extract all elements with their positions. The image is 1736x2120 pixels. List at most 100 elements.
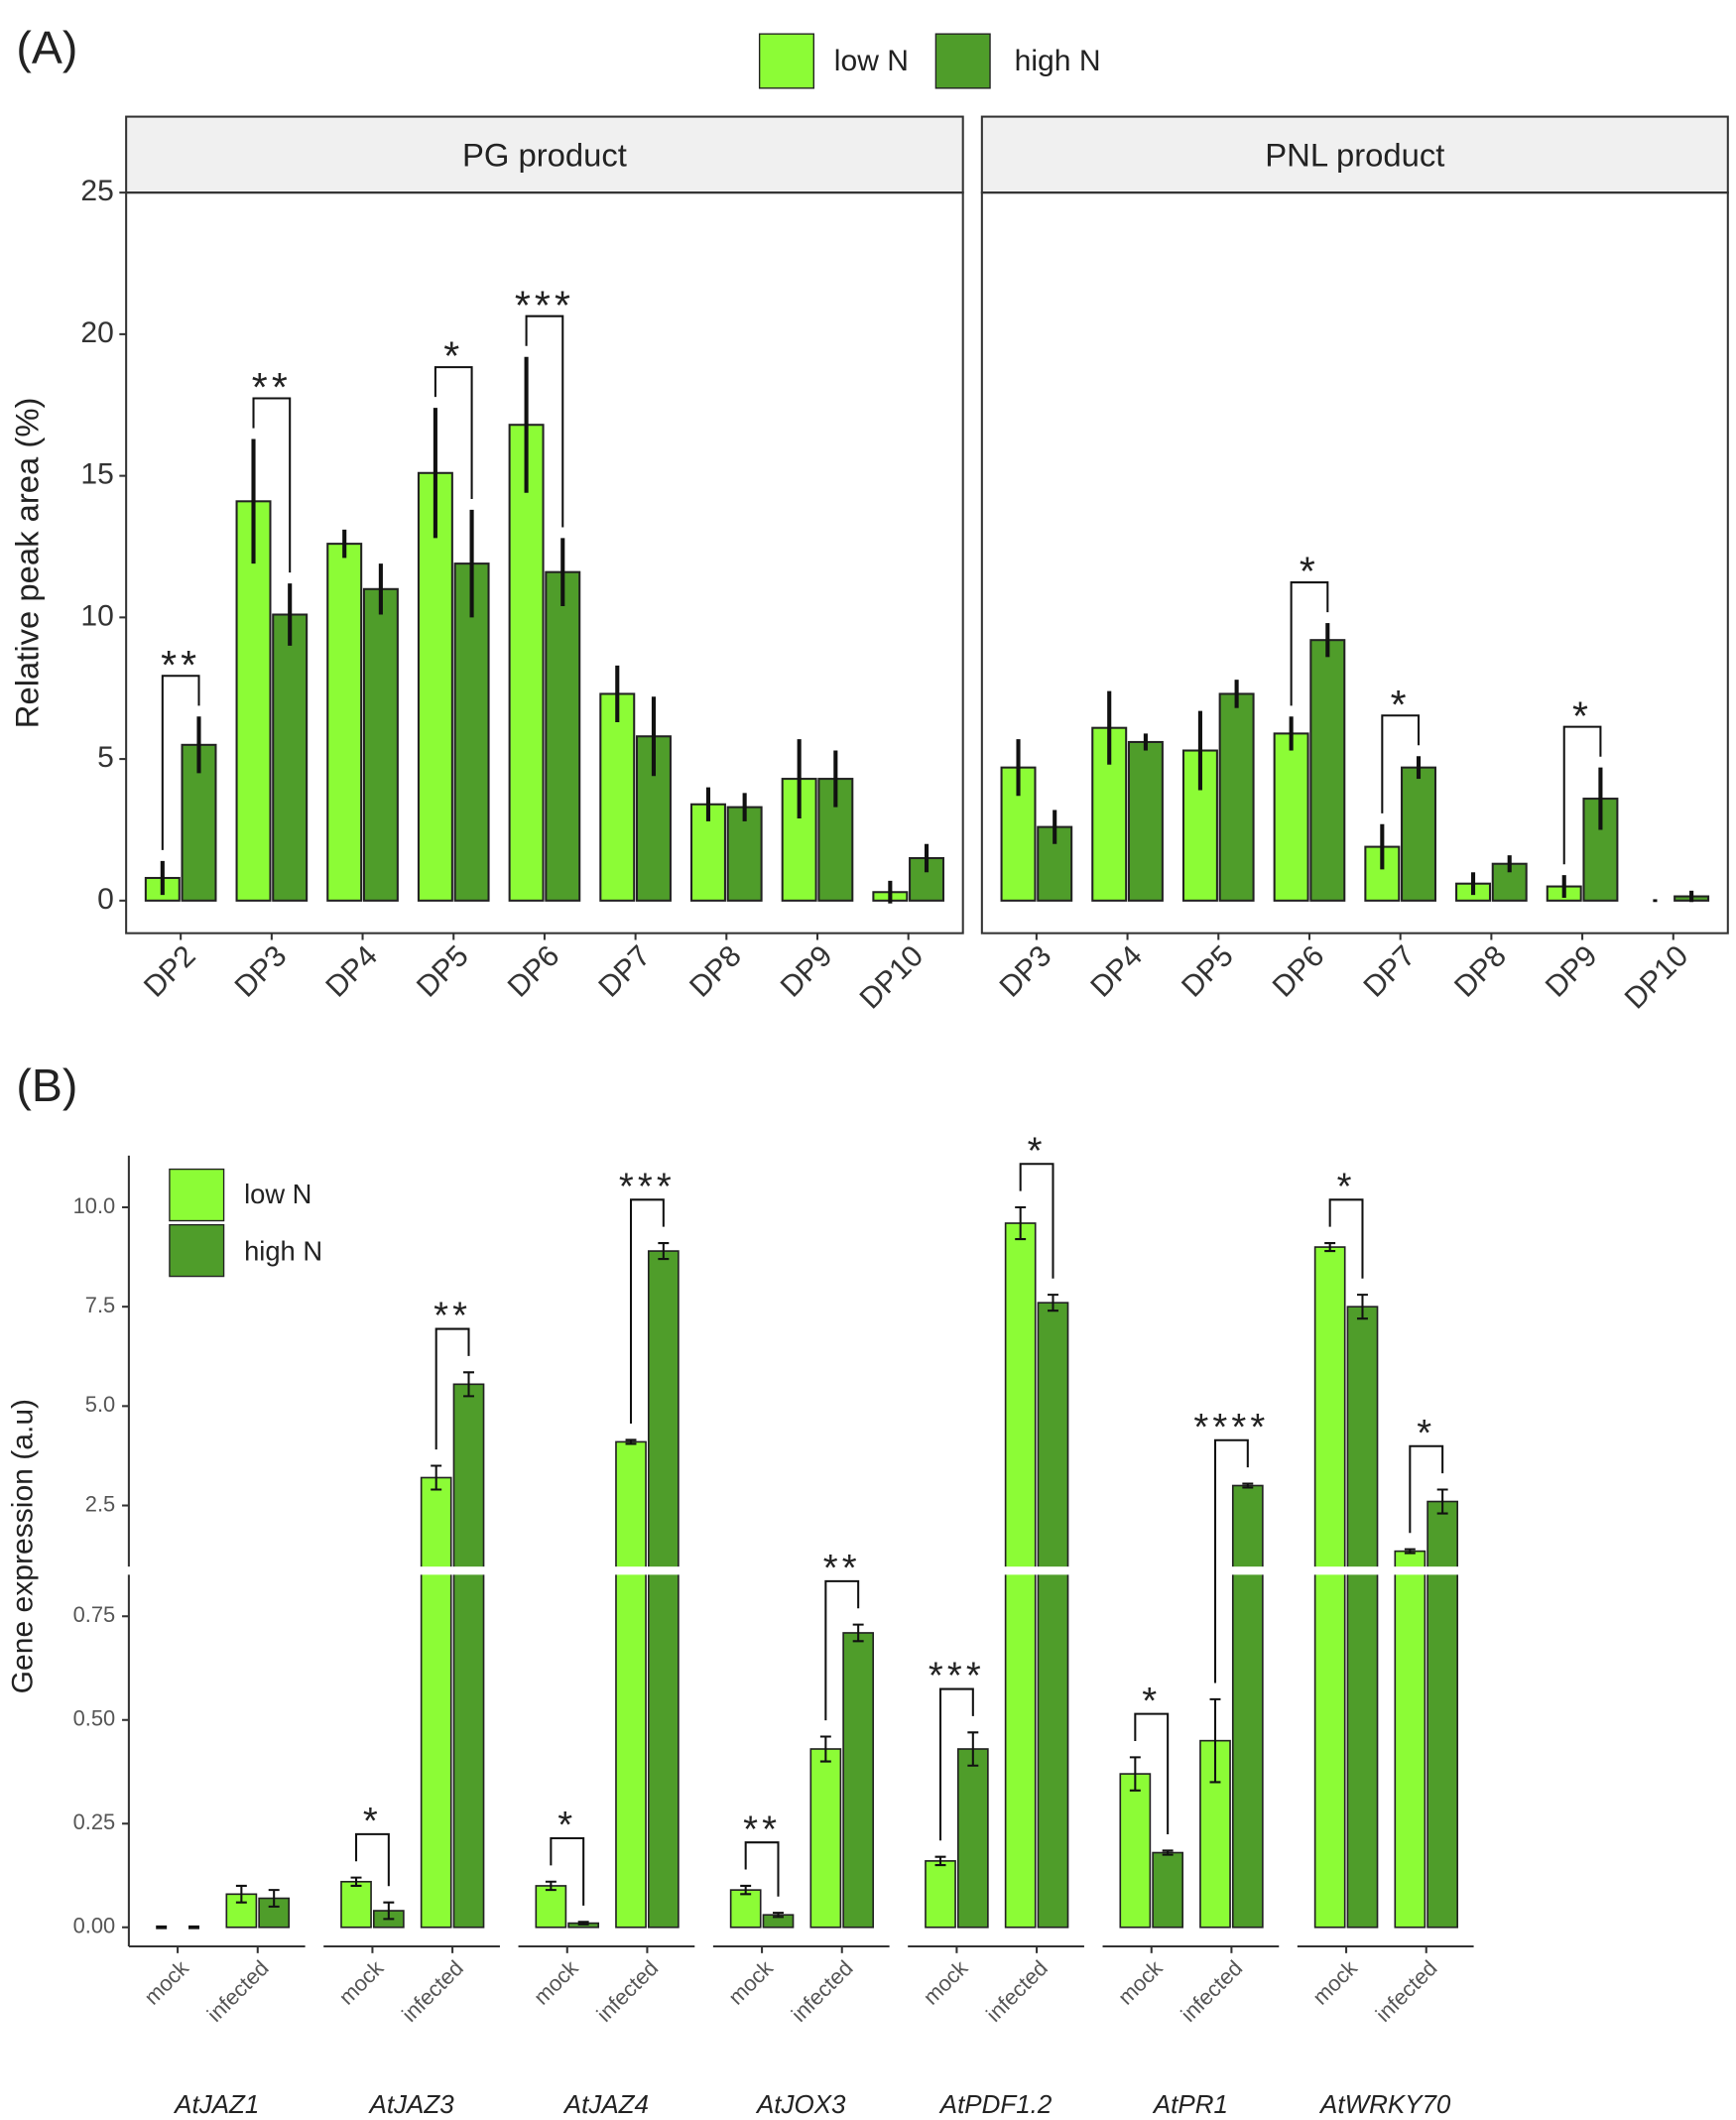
group-label: AtJOX3: [755, 2089, 846, 2119]
significance-label: *: [1572, 692, 1592, 738]
facet-title: PG product: [462, 136, 627, 173]
panel-label: (B): [16, 1060, 77, 1111]
x-tick-label: DP10: [854, 939, 930, 1016]
significance-label: **: [743, 1808, 781, 1850]
error-bar: [188, 1925, 199, 1930]
significance-bracket: [550, 1836, 585, 1906]
error-bar: [934, 1855, 946, 1867]
significance-bracket: [1213, 1438, 1249, 1684]
bar: [1119, 1773, 1152, 1929]
x-tick-label: infected: [1371, 1955, 1442, 2027]
x-tick-label: mock: [919, 1955, 973, 2010]
bar: [1273, 732, 1309, 902]
bar: [235, 500, 272, 902]
significance-label: *: [1028, 1129, 1047, 1172]
x-tick-label: DP10: [1619, 939, 1695, 1016]
legend-swatch: [169, 1168, 225, 1222]
y-axis-label: Gene expression (a.u): [7, 1399, 40, 1693]
bar: [1037, 1302, 1069, 1929]
legend-swatch: [934, 33, 991, 89]
y-tick-label: 0.00: [73, 1914, 116, 1938]
x-tick-label: infected: [981, 1955, 1053, 2027]
significance-label: ***: [929, 1655, 985, 1697]
y-axis-label: Relative peak area (%): [9, 398, 46, 729]
bar: [362, 587, 399, 902]
facet-strip: [125, 115, 964, 194]
bar: [809, 1748, 842, 1929]
bar: [1346, 1306, 1379, 1929]
panel-border: [980, 191, 1729, 935]
error-bar: [1048, 1294, 1058, 1312]
x-tick-label: infected: [591, 1955, 663, 2027]
legend-swatch: [758, 33, 814, 89]
significance-label: *: [1142, 1680, 1161, 1722]
bar: [1004, 1222, 1037, 1929]
y-tick-label: 25: [80, 175, 113, 207]
error-bar: [852, 1623, 864, 1643]
error-bar: [1242, 1482, 1254, 1489]
x-tick-label: mock: [1113, 1955, 1168, 2010]
x-tick-label: mock: [1307, 1955, 1362, 2010]
significance-label: ***: [619, 1165, 676, 1207]
error-bar: [383, 1901, 395, 1921]
x-tick-label: DP3: [994, 939, 1058, 1004]
significance-label: ***: [515, 282, 574, 327]
y-tick-label: 7.5: [85, 1293, 115, 1317]
significance-label: **: [252, 364, 292, 410]
error-bar: [967, 1731, 979, 1767]
bar: [452, 1383, 485, 1929]
x-tick-label: DP9: [775, 939, 839, 1004]
significance-bracket: [1562, 725, 1602, 865]
x-tick-label: DP5: [411, 939, 475, 1004]
x-tick-label: DP6: [502, 939, 566, 1004]
significance-bracket: [744, 1841, 780, 1897]
x-tick-label: DP5: [1176, 939, 1240, 1004]
error-bar: [625, 1438, 637, 1445]
bar: [956, 1748, 989, 1929]
bar: [647, 1250, 680, 1929]
axis-break: [117, 1566, 1472, 1575]
bar: [1309, 639, 1346, 902]
legend-label: high N: [1015, 45, 1101, 77]
x-tick-label: DP7: [1357, 939, 1422, 1004]
bar: [615, 1440, 647, 1929]
facet-title: PNL product: [1265, 136, 1444, 173]
legend-label: high N: [244, 1236, 322, 1267]
x-tick-label: DP4: [1084, 939, 1149, 1004]
significance-bracket: [1290, 581, 1329, 706]
bar: [508, 424, 545, 902]
bar: [1394, 1550, 1426, 1929]
significance-bracket: [354, 1832, 390, 1887]
significance-label: *: [363, 1800, 382, 1842]
significance-bracket: [1134, 1712, 1170, 1835]
x-tick-label: DP8: [683, 939, 748, 1004]
x-tick-label: DP3: [229, 939, 294, 1004]
significance-label: *: [443, 333, 463, 379]
y-tick-label: 20: [80, 316, 113, 349]
legend-label: low N: [244, 1179, 311, 1209]
error-bar: [819, 1735, 831, 1763]
bar: [545, 570, 581, 902]
significance-bracket: [434, 1327, 470, 1450]
y-tick-label: 10: [80, 599, 113, 632]
significance-bracket: [434, 366, 473, 499]
error-bar: [431, 1464, 442, 1491]
legend-swatch: [169, 1223, 225, 1278]
x-tick-label: infected: [1176, 1955, 1247, 2027]
bar: [1231, 1484, 1264, 1929]
x-tick-label: mock: [139, 1955, 193, 2010]
x-tick-label: mock: [529, 1955, 583, 2010]
x-tick-label: DP7: [592, 939, 657, 1004]
bar: [1152, 1851, 1184, 1929]
x-tick-label: infected: [787, 1955, 858, 2027]
error-bar: [577, 1921, 589, 1926]
bar: [925, 1860, 956, 1929]
significance-label: ****: [1193, 1406, 1269, 1448]
error-bar: [1162, 1849, 1174, 1856]
significance-label: **: [823, 1547, 861, 1589]
group-label: AtPDF1.2: [938, 2089, 1053, 2119]
y-tick-label: 0: [97, 883, 114, 916]
x-tick-label: DP8: [1448, 939, 1513, 1004]
error-bar: [1129, 1756, 1141, 1792]
